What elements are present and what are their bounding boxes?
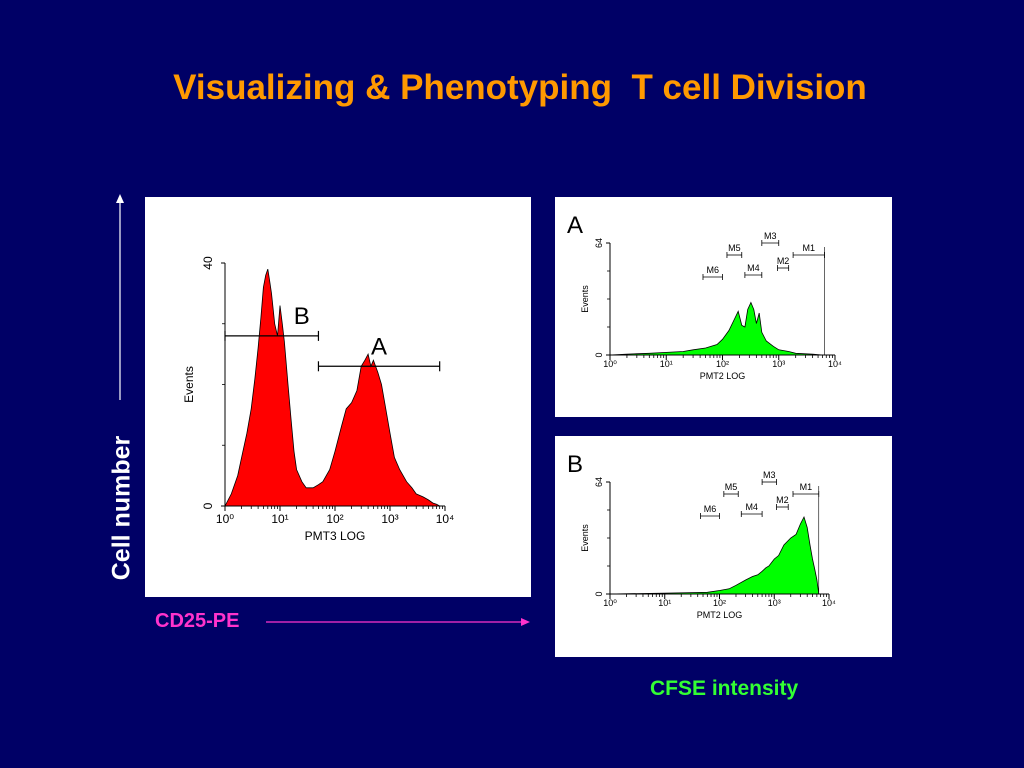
marker-label-m4: M4 — [747, 263, 760, 273]
cfse-histogram-chart-b: 10⁰ 10¹ 10² 10³ 10⁴ 0 64 PMT2 LOG Events M1 M2 M3 M4… — [567, 451, 836, 620]
y-axis-title: Events — [182, 366, 196, 403]
marker-label-m5: M5 — [725, 482, 738, 492]
cell-number-arrow — [116, 194, 124, 400]
x-tick-label: 10² — [326, 512, 343, 526]
cfse-histogram-chart-a: 10⁰ 10¹ 10² 10³ 10⁴ 0 64 PMT2 LOG Events M1 M2 M3 M4… — [567, 212, 842, 381]
marker-label-m1: M1 — [800, 482, 813, 492]
marker-label-m2: M2 — [777, 256, 790, 266]
cell-number-label: Cell number — [107, 435, 136, 581]
histogram-series-area — [609, 301, 835, 356]
marker-label-m6: M6 — [706, 265, 719, 275]
y-tick-label: 64 — [594, 238, 604, 248]
marker-label-m4: M4 — [745, 502, 758, 512]
x-tick-label: 10¹ — [660, 359, 673, 369]
histogram-series-area — [609, 515, 829, 595]
y-tick-label: 64 — [594, 477, 604, 487]
x-tick-label: 10⁰ — [603, 598, 617, 608]
x-tick-label: 10³ — [772, 359, 785, 369]
marker-label-m5: M5 — [728, 243, 741, 253]
x-tick-label: 10⁴ — [828, 359, 842, 369]
y-tick-label: 0 — [594, 591, 604, 596]
gate-label-a: A — [371, 333, 387, 360]
x-axis-title: PMT2 LOG — [697, 610, 743, 620]
cfse-histogram-panel-b: 10⁰ 10¹ 10² 10³ 10⁴ 0 64 PMT2 LOG Events M1 M2 M3 M4… — [555, 436, 892, 657]
x-tick-label: 10¹ — [658, 598, 671, 608]
x-tick-label: 10² — [713, 598, 726, 608]
panel-label-b: B — [567, 451, 583, 478]
y-tick-label: 0 — [594, 352, 604, 357]
slide-title: Visualizing & Phenotyping T cell Divisio… — [173, 68, 867, 107]
panel-label-a: A — [567, 212, 583, 239]
x-tick-label: 10¹ — [271, 512, 288, 526]
x-tick-label: 10⁴ — [822, 598, 836, 608]
cd25-histogram-chart: 10⁰ 10¹ 10² 10³ 10⁴ 0 40 PMT3 LOG Events B A — [182, 256, 455, 543]
x-axis-title: PMT3 LOG — [305, 529, 366, 543]
x-tick-label: 10² — [716, 359, 729, 369]
x-tick-label: 10⁴ — [436, 512, 455, 526]
gate-label-b: B — [294, 303, 310, 330]
histogram-series-area — [224, 268, 445, 507]
x-tick-label: 10³ — [381, 512, 398, 526]
x-tick-label: 10⁰ — [603, 359, 617, 369]
marker-label-m3: M3 — [763, 470, 776, 480]
x-tick-label: 10³ — [768, 598, 781, 608]
y-axis-title: Events — [580, 524, 590, 552]
marker-label-m1: M1 — [803, 243, 816, 253]
x-axis-title: PMT2 LOG — [700, 371, 746, 381]
y-tick-label: 0 — [201, 502, 215, 509]
cfse-histogram-panel-a: 10⁰ 10¹ 10² 10³ 10⁴ 0 64 PMT2 LOG Events M1 M2 M3 M4… — [555, 197, 892, 417]
marker-label-m2: M2 — [776, 495, 789, 505]
cfse-intensity-label: CFSE intensity — [650, 677, 799, 700]
y-axis-title: Events — [580, 285, 590, 313]
cd25-arrow — [266, 618, 530, 626]
marker-label-m6: M6 — [704, 504, 717, 514]
y-tick-label: 40 — [201, 256, 215, 270]
marker-label-m3: M3 — [764, 231, 777, 241]
x-tick-label: 10⁰ — [216, 512, 234, 526]
cd25-pe-label: CD25-PE — [155, 610, 240, 632]
cd25-histogram-panel: 10⁰ 10¹ 10² 10³ 10⁴ 0 40 PMT3 LOG Events B A — [145, 197, 531, 597]
